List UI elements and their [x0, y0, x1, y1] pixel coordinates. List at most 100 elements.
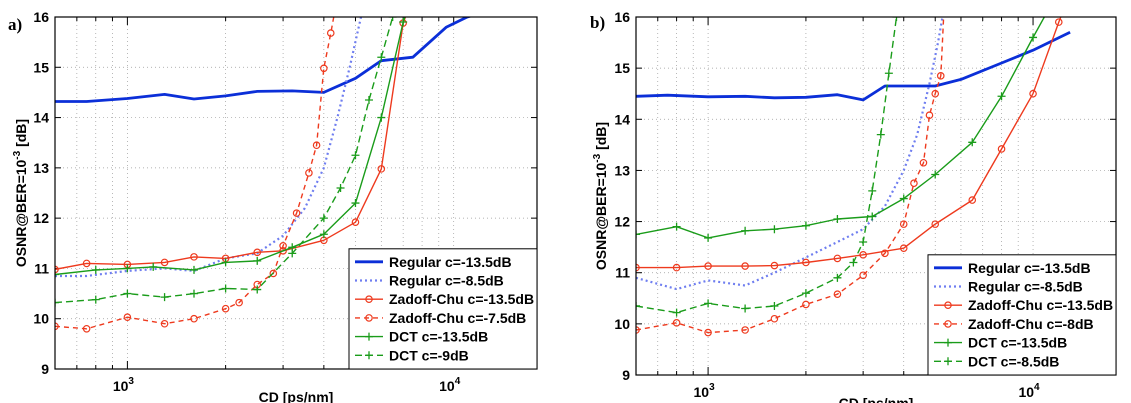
series-line — [636, 31, 1071, 102]
data-point — [235, 298, 243, 307]
data-point — [881, 249, 889, 258]
y-tick-label: 14 — [33, 110, 49, 126]
series-4 — [636, 0, 1057, 242]
data-point — [910, 179, 918, 188]
data-point — [876, 130, 885, 139]
x-tick-label: 103 — [113, 376, 135, 394]
data-point — [859, 251, 867, 259]
legend-label: Regular c=-13.5dB — [389, 254, 512, 270]
data-point — [931, 170, 940, 179]
y-tick-label: 16 — [33, 9, 49, 25]
data-point — [82, 324, 91, 333]
data-point — [160, 258, 169, 267]
data-point — [968, 196, 977, 204]
data-point — [931, 89, 940, 98]
data-point — [741, 304, 750, 313]
panel-a: a) 9 10 11 12 13 14 15 16 103 104 CD [ps/nm] OSNR@BE… — [8, 9, 538, 403]
data-point — [704, 233, 713, 242]
data-point — [221, 284, 230, 293]
legend-box — [348, 248, 538, 370]
data-point — [741, 262, 749, 270]
data-point — [55, 265, 59, 274]
legend-label: Regular c=-8.5dB — [389, 273, 504, 289]
data-point — [91, 265, 100, 274]
data-point — [319, 230, 328, 239]
legend-marker — [365, 351, 373, 360]
y-axis-label: OSNR@BER=10-3 [dB] — [592, 122, 609, 270]
y-tick-label: 9 — [622, 367, 630, 383]
data-point — [336, 183, 345, 192]
data-point — [123, 313, 132, 322]
data-point — [801, 221, 810, 230]
legend-label: DCT c=-8.5dB — [968, 353, 1059, 369]
data-point — [636, 263, 640, 272]
data-point — [123, 289, 132, 298]
data-point — [190, 314, 198, 323]
data-point — [636, 230, 640, 239]
data-point — [802, 300, 810, 309]
y-tick-label: 15 — [33, 59, 49, 75]
series-5 — [55, 17, 397, 307]
data-point — [221, 304, 230, 313]
data-point — [636, 326, 640, 334]
y-tick-label: 13 — [33, 160, 49, 176]
y-tick-label: 10 — [33, 311, 49, 327]
legend-label: Zadoff-Chu c=-7.5dB — [389, 310, 526, 326]
data-point — [326, 29, 335, 37]
series-4 — [55, 17, 408, 279]
legend-marker — [365, 295, 373, 304]
data-point — [160, 319, 169, 328]
series-2 — [636, 17, 1063, 272]
data-point — [351, 199, 360, 208]
data-point — [997, 92, 1006, 101]
data-point — [884, 69, 893, 78]
data-point — [801, 289, 810, 298]
data-point — [704, 299, 713, 308]
data-point — [55, 270, 59, 279]
data-point — [997, 145, 1006, 153]
panel-label: a) — [8, 15, 22, 34]
data-point — [189, 265, 198, 274]
data-point — [1054, 18, 1063, 26]
data-point — [899, 194, 908, 203]
data-point — [802, 258, 810, 267]
data-point — [377, 113, 386, 122]
panel-label: b) — [590, 13, 605, 32]
y-tick-label: 16 — [614, 9, 630, 25]
data-point — [936, 72, 945, 80]
data-point — [312, 141, 321, 150]
y-tick-label: 9 — [41, 361, 49, 377]
data-point — [253, 285, 262, 294]
data-point — [1049, 0, 1057, 6]
data-point — [931, 220, 940, 228]
x-tick-label: 103 — [694, 382, 716, 400]
data-point — [189, 289, 198, 298]
data-point — [672, 263, 681, 272]
data-point — [364, 95, 373, 104]
data-point — [770, 314, 779, 323]
y-tick-label: 12 — [614, 214, 630, 230]
data-point — [305, 169, 313, 177]
series-line — [636, 17, 898, 314]
data-point — [868, 212, 877, 221]
series-line — [55, 17, 473, 103]
data-point — [190, 253, 198, 261]
data-point — [704, 328, 712, 337]
data-point — [919, 158, 928, 167]
data-point — [1029, 89, 1037, 98]
legend-marker — [944, 301, 952, 310]
x-tick-label: 104 — [439, 376, 461, 394]
data-point — [925, 111, 934, 119]
data-point — [672, 308, 681, 317]
axes-frame — [54, 16, 538, 370]
data-point — [833, 273, 842, 282]
axes-frame — [635, 16, 1117, 376]
data-point — [770, 225, 779, 234]
data-point — [253, 248, 262, 257]
data-point — [899, 244, 908, 252]
series-5 — [636, 17, 901, 317]
y-tick-label: 11 — [615, 265, 630, 281]
series-line — [636, 17, 945, 334]
data-point — [55, 298, 59, 307]
